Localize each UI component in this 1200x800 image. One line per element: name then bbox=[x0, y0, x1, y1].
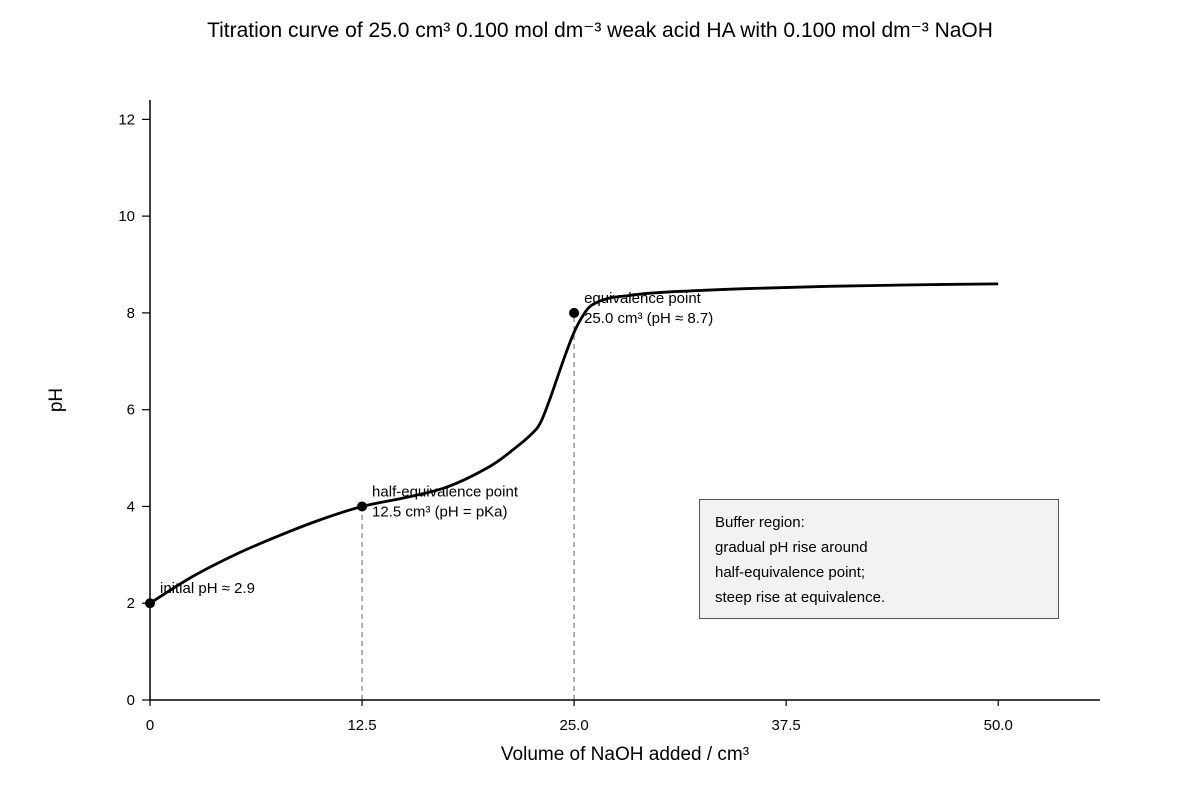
x-tick-label: 25.0 bbox=[560, 717, 589, 734]
marker-label: initial pH ≈ 2.9 bbox=[160, 580, 255, 597]
x-tick-label: 37.5 bbox=[772, 717, 801, 734]
marker-label: 12.5 cm³ (pH = pKa) bbox=[372, 503, 507, 520]
marker-annotations: initial pH ≈ 2.9 half-equivalence point 12… bbox=[160, 290, 713, 597]
x-tick-label: 50.0 bbox=[984, 717, 1013, 734]
chart-title: Titration curve of 25.0 cm³ 0.100 mol dm… bbox=[207, 19, 993, 42]
buffer-region-note: Buffer region: gradual pH rise around ha… bbox=[699, 499, 1059, 619]
marker-label: half-equivalence point bbox=[372, 483, 519, 500]
y-tick-label: 2 bbox=[127, 595, 135, 612]
markers bbox=[145, 307, 580, 609]
y-tick-label: 4 bbox=[127, 498, 135, 515]
y-tick-label: 6 bbox=[127, 402, 135, 419]
note-line: steep rise at equivalence. bbox=[715, 589, 886, 606]
x-tick-label: 0 bbox=[146, 717, 154, 734]
note-line: gradual pH rise around bbox=[715, 539, 868, 556]
marker-point bbox=[357, 501, 368, 512]
titration-curve-line bbox=[149, 282, 999, 605]
y-axis-title: pH bbox=[46, 388, 67, 412]
x-tick-label: 12.5 bbox=[347, 717, 376, 734]
y-ticks: 0 2 4 6 8 10 12 bbox=[118, 111, 150, 709]
note-line: Buffer region: bbox=[715, 514, 805, 531]
y-tick-label: 12 bbox=[118, 111, 135, 128]
marker-point bbox=[569, 307, 580, 318]
y-tick-label: 0 bbox=[127, 692, 135, 709]
curve-group bbox=[149, 282, 999, 605]
droplines bbox=[361, 312, 575, 700]
marker-label: 25.0 cm³ (pH ≈ 8.7) bbox=[584, 310, 713, 327]
y-tick-label: 10 bbox=[118, 208, 135, 225]
x-axis-title: Volume of NaOH added / cm³ bbox=[501, 744, 749, 765]
note-line: half-equivalence point; bbox=[715, 564, 866, 581]
y-tick-label: 8 bbox=[127, 305, 135, 322]
x-ticks: 0 12.5 25.0 37.5 50.0 bbox=[146, 700, 1013, 734]
marker-point bbox=[145, 598, 155, 609]
marker-label: equivalence point bbox=[584, 290, 702, 307]
